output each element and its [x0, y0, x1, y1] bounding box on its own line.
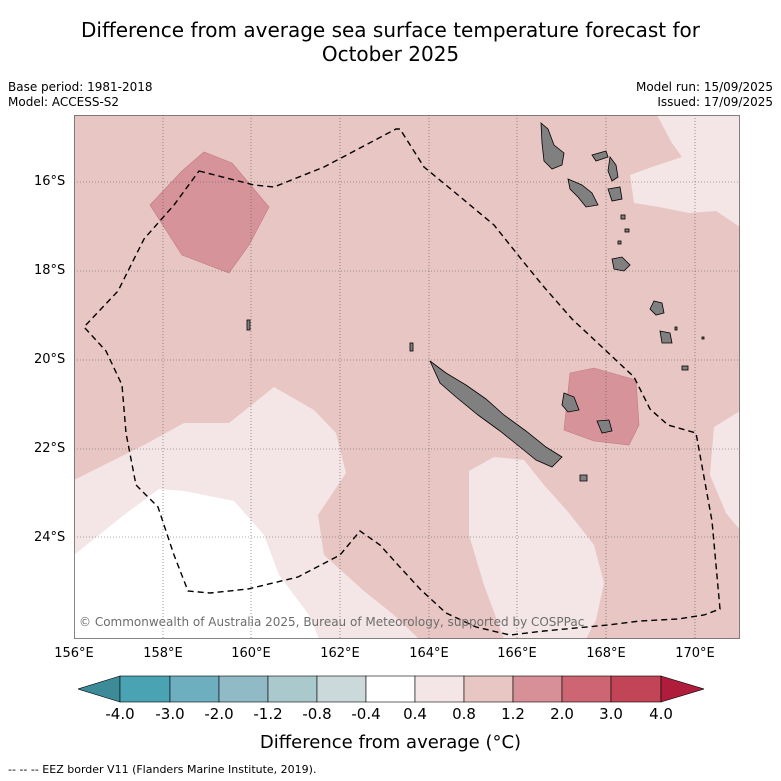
base-period: Base period: 1981-2018 [8, 80, 153, 94]
anomaly-region-neutral [74, 489, 319, 639]
island-mare [579, 474, 588, 482]
colorbar-segment-7 [463, 675, 514, 703]
lat-label-22s: 22°S [34, 441, 66, 456]
colorbar-segment-8 [512, 675, 563, 703]
vanuatu-efate [611, 256, 631, 272]
gridlines [74, 115, 740, 639]
colorbar-tick-3: -1.2 [253, 705, 283, 723]
title-line-1: Difference from average sea surface temp… [80, 18, 700, 42]
meta-left: Base period: 1981-2018 Model: ACCESS-S2 [8, 80, 153, 110]
lat-label-24s: 24°S [34, 530, 66, 545]
colorbar [78, 675, 704, 703]
colorbar-segment-5 [365, 675, 416, 703]
small-islands [246, 214, 705, 371]
colorbar-segment-9 [561, 675, 612, 703]
new-caledonia-land [429, 360, 563, 468]
colorbar-segment-4 [316, 675, 367, 703]
island-lifou [596, 419, 613, 434]
anomaly-region-0-4-0-8-east [710, 411, 740, 530]
vanuatu-espiritu-santo [540, 122, 565, 170]
colorbar-tick-2: -2.0 [204, 705, 234, 723]
map-frame [74, 115, 740, 639]
model-name: Model: ACCESS-S2 [8, 95, 120, 109]
lon-label-156e: 156°E [54, 646, 94, 661]
map-title: Difference from average sea surface temp… [0, 18, 781, 66]
colorbar-segment-6 [414, 675, 465, 703]
colorbar-segment-2 [218, 675, 269, 703]
colorbar-low-extend [78, 675, 121, 703]
lon-label-158e: 158°E [143, 646, 183, 661]
eez-border [83, 128, 721, 636]
vanuatu-ambae [591, 150, 609, 162]
lon-label-170e: 170°E [675, 646, 715, 661]
colorbar-label: Difference from average (°C) [259, 732, 522, 753]
lon-label-164e: 164°E [409, 646, 449, 661]
lon-label-166e: 166°E [497, 646, 537, 661]
anomaly-region-1-2-2-0-east [563, 367, 640, 446]
vanuatu-pentecost [607, 155, 619, 182]
colorbar-tick-0: -4.0 [105, 705, 135, 723]
colorbar-tick-11: 4.0 [649, 705, 673, 723]
anomaly-region-0-4-0-8-northeast [630, 115, 740, 227]
lat-label-20s: 20°S [34, 352, 66, 367]
colorbar-tick-10: 3.0 [599, 705, 623, 723]
meta-right: Model run: 15/09/2025 Issued: 17/09/2025 [636, 80, 773, 110]
vanuatu-tanna [659, 330, 673, 344]
lat-label-16s: 16°S [34, 174, 66, 189]
colorbar-tick-1: -3.0 [155, 705, 185, 723]
eez-legend-note: -- -- -- EEZ border V11 (Flanders Marine… [8, 763, 317, 776]
colorbar-segment-3 [267, 675, 318, 703]
colorbar-segment-10 [610, 675, 662, 703]
copyright-notice: © Commonwealth of Australia 2025, Bureau… [79, 615, 585, 629]
colorbar-tick-8: 1.2 [501, 705, 525, 723]
map-canvas [74, 115, 740, 639]
lat-label-18s: 18°S [34, 263, 66, 278]
colorbar-segment-0 [119, 675, 171, 703]
lon-label-168e: 168°E [586, 646, 626, 661]
colorbar-tick-6: 0.4 [403, 705, 427, 723]
colorbar-high-extend [660, 675, 704, 703]
vanuatu-malekula [567, 178, 599, 208]
sst-anomaly-map [74, 115, 740, 639]
colorbar-segment-1 [169, 675, 220, 703]
lon-label-162e: 162°E [320, 646, 360, 661]
colorbar-tick-5: -0.4 [351, 705, 381, 723]
anomaly-region-0-4-0-8-south [469, 457, 604, 639]
model-run: Model run: 15/09/2025 [635, 80, 773, 94]
loyalty-islands-land [561, 392, 580, 413]
colorbar-tick-4: -0.8 [302, 705, 332, 723]
issued-date: Issued: 17/09/2025 [657, 95, 773, 109]
vanuatu-epi [607, 186, 623, 202]
lon-label-160e: 160°E [231, 646, 271, 661]
colorbar-tick-7: 0.8 [452, 705, 476, 723]
colorbar-tick-9: 2.0 [550, 705, 574, 723]
vanuatu-erromango [649, 300, 665, 316]
title-line-2: October 2025 [321, 42, 460, 66]
